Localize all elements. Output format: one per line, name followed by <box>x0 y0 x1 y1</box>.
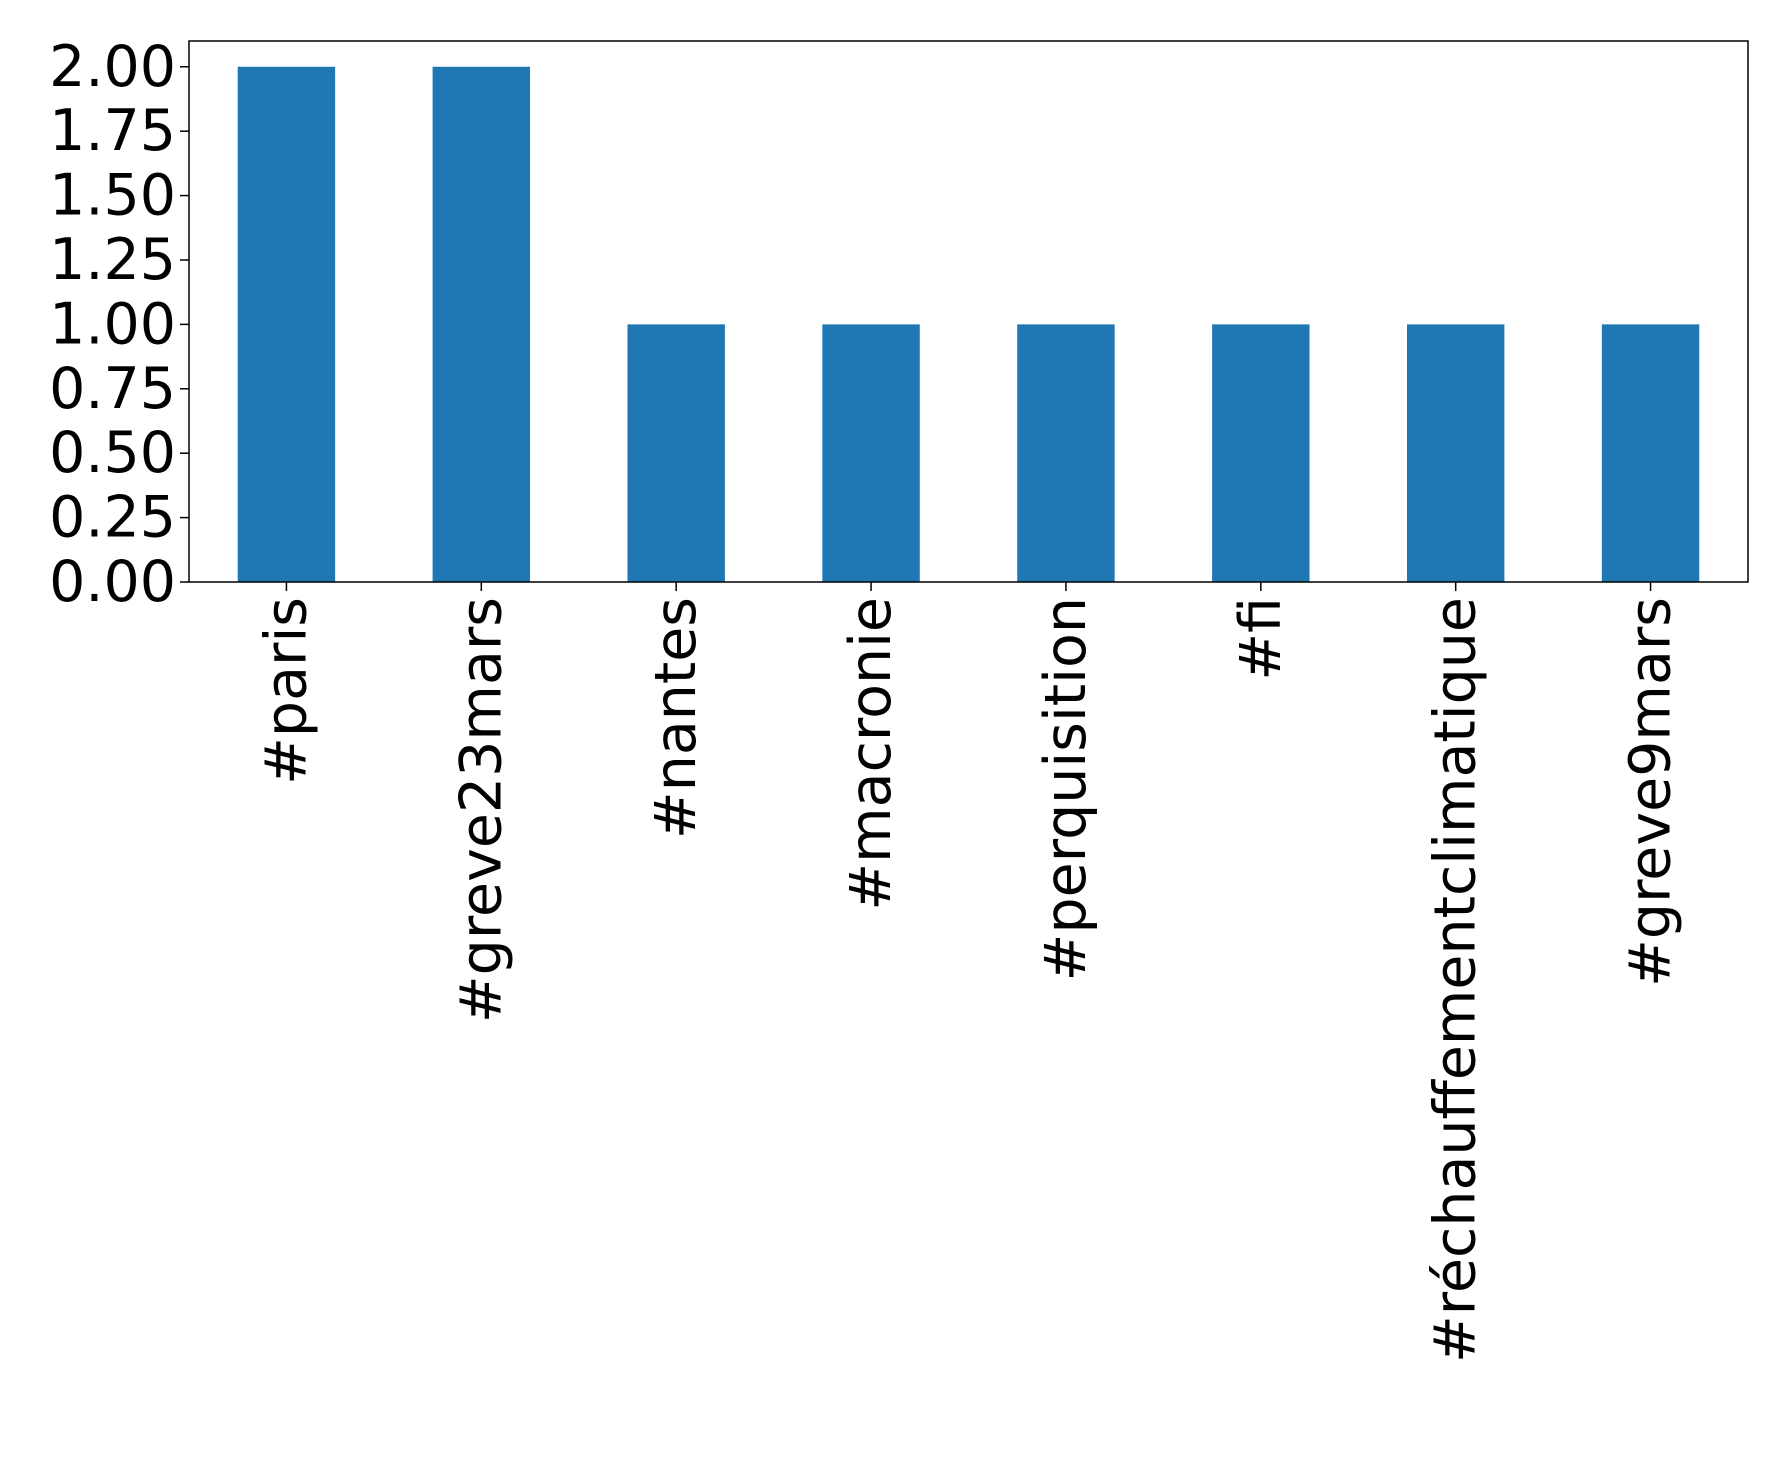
bar-5 <box>1212 324 1310 582</box>
y-axis: 0.000.250.500.751.001.251.501.752.00 <box>49 34 189 615</box>
x-tick-label: #greve23mars <box>448 597 514 1023</box>
bar-3 <box>822 324 920 582</box>
y-tick-label: 1.75 <box>49 98 176 164</box>
y-tick-label: 1.25 <box>49 227 176 293</box>
y-tick-label: 0.75 <box>49 356 176 422</box>
x-tick-label: #macronie <box>838 597 904 911</box>
bar-0 <box>237 66 336 582</box>
y-tick-label: 1.50 <box>49 163 176 229</box>
x-tick-label: #nantes <box>643 597 709 839</box>
x-tick-label: #réchauffementclimatique <box>1423 597 1489 1363</box>
x-axis: #paris #greve23mars #nantes #macronie #perqu… <box>253 582 1684 1363</box>
bar-2 <box>627 324 725 582</box>
y-tick-label: 0.25 <box>49 485 176 551</box>
x-tick-label: #paris <box>253 597 319 785</box>
y-tick-label: 1.00 <box>49 291 176 357</box>
y-tick-label: 0.00 <box>49 549 176 615</box>
plot-frame <box>188 40 1749 583</box>
x-tick-label: #greve9mars <box>1618 597 1684 987</box>
y-tick-label: 2.00 <box>49 34 176 100</box>
bar-1 <box>432 66 531 582</box>
x-tick-label: #perquisition <box>1033 597 1099 981</box>
bar-6 <box>1406 324 1505 582</box>
bar-7 <box>1601 324 1700 582</box>
bar-4 <box>1017 324 1115 582</box>
bars-group <box>237 66 1700 582</box>
y-tick-label: 0.50 <box>49 420 176 486</box>
x-tick-label: #fi <box>1228 597 1294 681</box>
